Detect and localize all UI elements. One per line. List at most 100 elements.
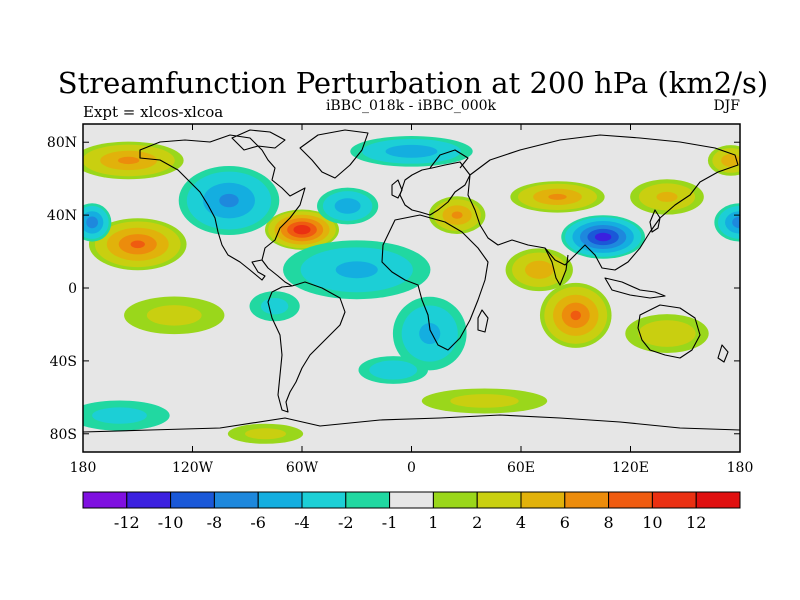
colorbar-swatch — [213, 491, 259, 509]
field-feature-23 — [227, 423, 304, 444]
colorbar-swatch — [301, 491, 347, 509]
contour-fill — [335, 261, 378, 279]
contour-fill — [334, 198, 361, 214]
y-tick-label: 40S — [50, 354, 77, 370]
contour-fill — [92, 407, 147, 424]
field-feature-4 — [83, 203, 112, 242]
contour-fill — [117, 156, 140, 165]
coastline-europe — [399, 161, 471, 216]
contour-fill — [219, 193, 239, 208]
field-feature-12 — [505, 248, 573, 292]
contour-fill — [86, 216, 99, 229]
field-feature-8 — [561, 215, 646, 259]
field-feature-9 — [510, 181, 605, 213]
colorbar-swatch — [651, 491, 697, 509]
field-feature-17 — [358, 356, 429, 384]
contour-fill — [570, 310, 581, 321]
coastline-arctic-islands — [231, 129, 286, 151]
x-tick-label: 60W — [286, 460, 319, 476]
field-feature-1 — [178, 166, 280, 236]
x-tick-label: 180 — [727, 460, 754, 476]
field-feature-11 — [630, 179, 704, 215]
field-feature-0 — [265, 209, 339, 250]
field-feature-5 — [714, 203, 740, 242]
colorbar-swatch — [608, 491, 653, 509]
x-tick-label: 180 — [70, 460, 97, 476]
field-feature-7 — [707, 145, 740, 176]
colorbar-swatch — [126, 491, 172, 509]
coastline-india — [544, 247, 569, 286]
colorbar: -12 -10 -8 -6 -4 -2 -1 1 2 4 6 8 10 12 — [82, 491, 741, 532]
contour-fill — [385, 144, 438, 158]
colorbar-swatch — [520, 491, 566, 509]
coastline-australia — [637, 304, 701, 359]
coastline-madagascar — [477, 309, 489, 333]
field-feature-20 — [83, 400, 170, 431]
field-feature-13 — [539, 282, 612, 348]
colorbar-label: 2 — [472, 513, 482, 532]
colorbar-label: -1 — [382, 513, 398, 532]
contour-fill — [548, 193, 567, 200]
y-tick-label: 80N — [47, 135, 77, 151]
field-feature-22 — [350, 136, 473, 167]
contour-fill — [594, 232, 612, 242]
y-tick-label: 80S — [50, 427, 77, 443]
field-feature-18 — [124, 296, 225, 335]
colorbar-label: -8 — [207, 513, 223, 532]
coastline-british-isles — [391, 179, 403, 199]
subtitle-left: Expt = xlcos-xlcoa — [83, 103, 223, 121]
field-feature-21 — [421, 388, 548, 414]
streamfunction-field — [83, 136, 740, 444]
colorbar-label: -12 — [114, 513, 140, 532]
contour-fill — [369, 360, 418, 380]
x-tick-label: 120W — [172, 460, 214, 476]
coastline-new-zealand — [717, 344, 729, 363]
contour-fill — [260, 298, 289, 315]
colorbar-swatch — [345, 491, 391, 509]
colorbar-label: -4 — [294, 513, 310, 532]
contour-fill — [732, 216, 740, 229]
contour-fill — [638, 320, 696, 347]
y-tick-label: 40N — [47, 208, 77, 224]
colorbar-label: 10 — [642, 513, 662, 532]
field-feature-6 — [83, 141, 184, 180]
colorbar-swatch — [564, 491, 610, 509]
contour-fill — [293, 225, 311, 235]
colorbar-label: 6 — [560, 513, 570, 532]
colorbar-swatch — [432, 491, 478, 509]
field-feature-19 — [249, 291, 300, 322]
colorbar-label: 4 — [516, 513, 526, 532]
colorbar-label: 1 — [428, 513, 438, 532]
colorbar-label: -6 — [250, 513, 266, 532]
coastlines — [83, 129, 740, 433]
contour-fill — [451, 211, 463, 219]
contour-fill — [525, 260, 554, 279]
coastline-maritime-continent — [604, 277, 666, 299]
x-tick-label: 120E — [612, 460, 649, 476]
contour-fill — [450, 394, 519, 408]
colorbar-label: 8 — [604, 513, 614, 532]
coastline-north-america — [139, 134, 306, 281]
field-feature-2 — [317, 187, 379, 225]
colorbar-swatch — [82, 491, 128, 509]
field-feature-15 — [283, 240, 431, 300]
coastline-antarctica — [83, 414, 740, 433]
field-feature-16 — [392, 296, 467, 371]
coastline-greenland — [299, 129, 369, 179]
colorbar-swatch — [170, 491, 215, 509]
x-tick-label: 0 — [407, 460, 416, 476]
contour-fill — [146, 305, 202, 326]
field-feature-3 — [88, 218, 187, 271]
colorbar-swatch — [695, 491, 741, 509]
colorbar-label: 12 — [686, 513, 706, 532]
colorbar-swatch — [389, 491, 434, 509]
colorbar-swatch — [257, 491, 303, 509]
colorbar-label: -2 — [338, 513, 354, 532]
field-feature-14 — [625, 314, 709, 353]
y-axis: 80N 40N 0 40S 80S — [47, 135, 740, 443]
colorbar-label: -10 — [158, 513, 184, 532]
coastline-japan — [649, 209, 661, 233]
coastline-asia — [467, 134, 739, 271]
subtitle-right: DJF — [713, 98, 740, 114]
